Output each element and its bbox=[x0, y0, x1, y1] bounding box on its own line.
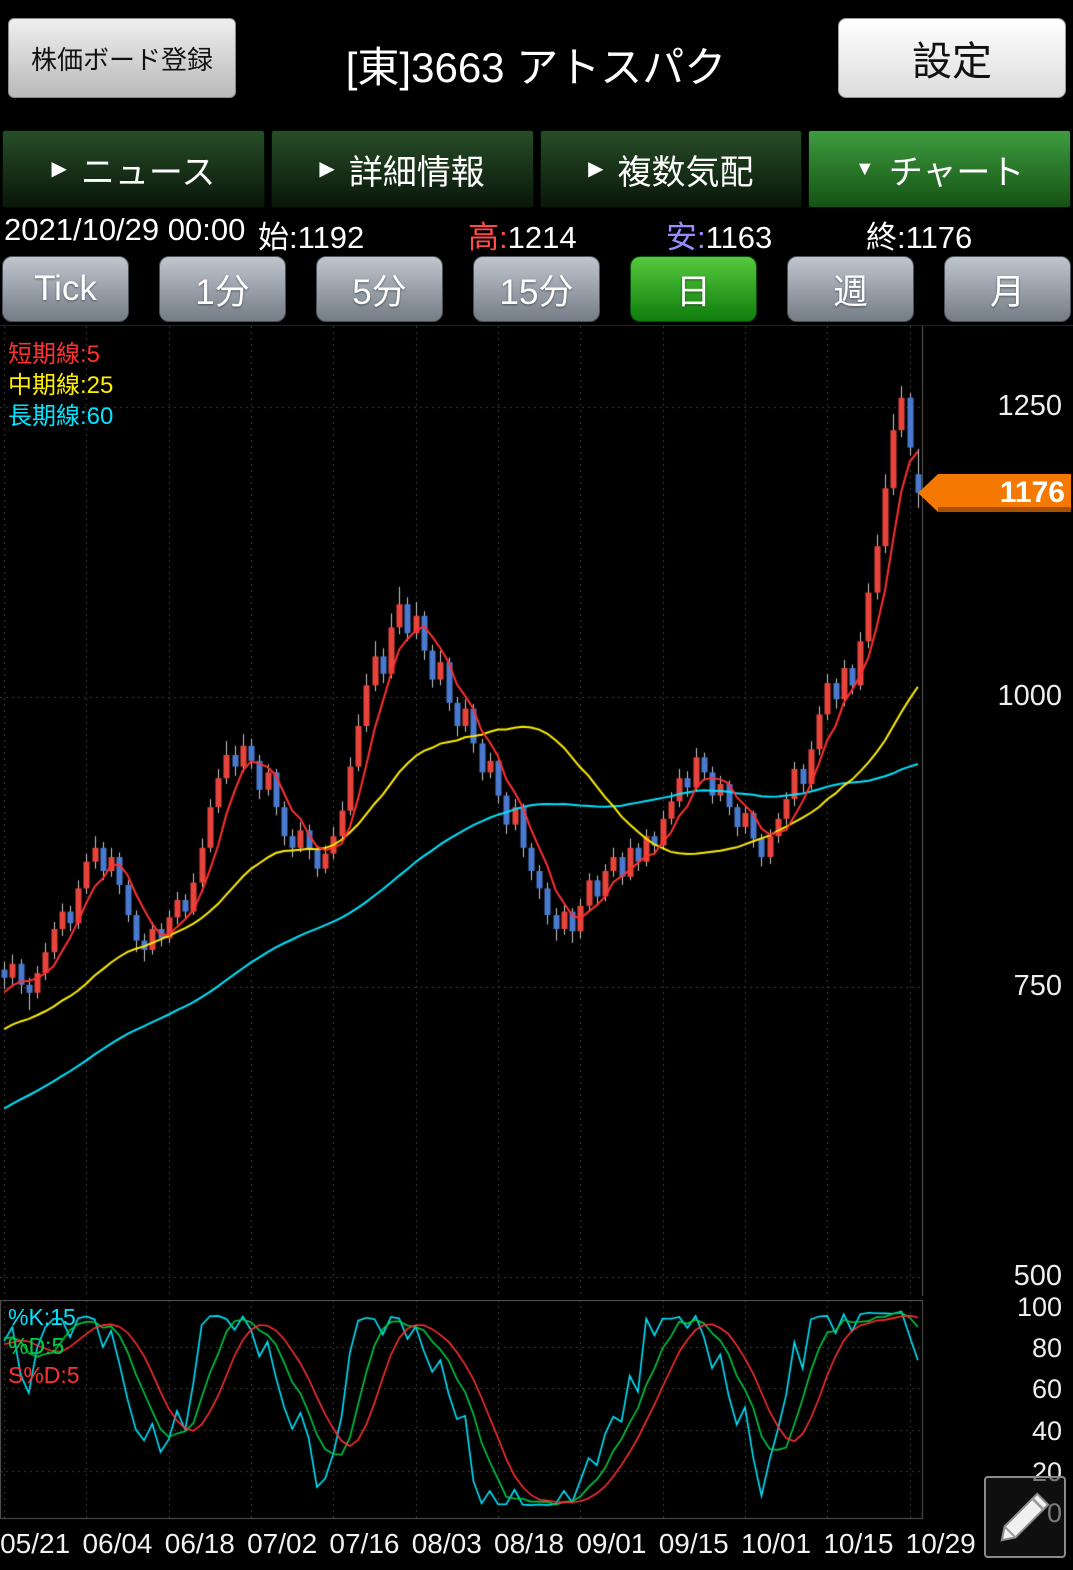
pencil-icon bbox=[1000, 1492, 1050, 1542]
low-info: 安:1163 bbox=[666, 212, 772, 257]
high-value: 1214 bbox=[507, 220, 577, 255]
stoch-axis-label: 60 bbox=[1031, 1374, 1062, 1405]
low-value: 1163 bbox=[705, 220, 773, 255]
settings-button[interactable]: 設定 bbox=[838, 18, 1066, 98]
tab-bar: ▶ ニュース ▶ 詳細情報 ▶ 複数気配 ▼ チャート bbox=[0, 130, 1073, 208]
tab-quotes[interactable]: ▶ 複数気配 bbox=[539, 130, 803, 208]
price-axis-label: 750 bbox=[1013, 970, 1062, 1002]
main-chart-panel: 短期線:5 中期線:25 長期線:60 1250 1000 750 500 1176 bbox=[0, 325, 1073, 1296]
ma-legend-item: 長期線:60 bbox=[8, 403, 114, 430]
close-value: 1176 bbox=[905, 220, 973, 255]
date-axis-label: 09/01 bbox=[576, 1528, 647, 1559]
tab-news[interactable]: ▶ ニュース bbox=[2, 130, 265, 208]
timeframe-button-day[interactable]: 日 bbox=[630, 256, 757, 322]
price-tag-arrow-icon bbox=[918, 473, 938, 512]
tab-label: 複数気配 bbox=[617, 153, 754, 192]
tab-chart[interactable]: ▼ チャート bbox=[808, 130, 1071, 208]
tab-label: 詳細情報 bbox=[348, 153, 485, 192]
open-value: 1192 bbox=[297, 220, 365, 255]
date-axis-label: 06/04 bbox=[82, 1528, 153, 1559]
stoch-axis-label: 40 bbox=[1031, 1415, 1062, 1446]
timeframe-button-week[interactable]: 週 bbox=[787, 256, 914, 322]
price-tag-value: 1176 bbox=[938, 473, 1071, 512]
date-axis-label: 06/18 bbox=[164, 1528, 235, 1559]
date-axis: 05/21 06/04 06/18 07/02 07/16 08/03 08/18 09/01… bbox=[0, 1528, 1073, 1568]
header-bar: 株価ボード登録 [東]3663 アトスパク 設定 bbox=[0, 0, 1073, 126]
date-axis-label: 07/16 bbox=[329, 1528, 400, 1559]
triangle-right-icon: ▶ bbox=[51, 158, 67, 180]
draw-tool-button[interactable] bbox=[984, 1476, 1066, 1558]
date-axis-label: 07/02 bbox=[247, 1528, 318, 1559]
timeframe-button-5min[interactable]: 5分 bbox=[316, 256, 443, 322]
last-price-tag: 1176 bbox=[918, 473, 1071, 512]
ohlc-info-bar: 2021/10/29 00:00 始:1192 高:1214 安:1163 終:… bbox=[0, 212, 1073, 256]
timeframe-button-15min[interactable]: 15分 bbox=[473, 256, 600, 322]
triangle-right-icon: ▶ bbox=[588, 158, 604, 180]
tab-label: ニュース bbox=[80, 153, 216, 192]
timeframe-button-tick[interactable]: Tick bbox=[2, 256, 129, 322]
timeframe-button-1min[interactable]: 1分 bbox=[159, 256, 286, 322]
triangle-down-icon: ▼ bbox=[854, 158, 875, 180]
high-info: 高:1214 bbox=[468, 212, 577, 257]
date-axis-label: 10/01 bbox=[741, 1528, 812, 1559]
tab-label: チャート bbox=[888, 153, 1025, 192]
chart-datetime: 2021/10/29 00:00 bbox=[4, 212, 246, 247]
page-title: [東]3663 アトスパク bbox=[345, 44, 727, 91]
close-info: 終:1176 bbox=[866, 212, 972, 257]
price-axis-label: 500 bbox=[1013, 1260, 1062, 1292]
timeframe-bar: Tick 1分 5分 15分日週月 bbox=[0, 256, 1073, 322]
stoch-legend-item: %K:15 bbox=[8, 1304, 76, 1330]
high-label: 高: bbox=[468, 220, 508, 255]
date-axis-label: 08/18 bbox=[494, 1528, 565, 1559]
stochastic-chart-canvas[interactable] bbox=[0, 1300, 1073, 1520]
tab-detail[interactable]: ▶ 詳細情報 bbox=[270, 130, 534, 208]
ma-legend-item: 中期線:25 bbox=[8, 372, 114, 399]
date-axis-label: 09/15 bbox=[658, 1528, 729, 1559]
open-info: 始:1192 bbox=[258, 212, 364, 257]
date-axis-label: 05/21 bbox=[0, 1528, 71, 1559]
triangle-right-icon: ▶ bbox=[319, 158, 335, 180]
stoch-axis-label: 100 bbox=[1016, 1292, 1062, 1322]
candlestick-chart-canvas[interactable] bbox=[0, 326, 1073, 1296]
stoch-axis-label: 80 bbox=[1031, 1333, 1062, 1364]
price-axis-label: 1000 bbox=[997, 680, 1062, 712]
low-label: 安: bbox=[666, 220, 706, 255]
stoch-legend-item: S%D:5 bbox=[8, 1362, 80, 1388]
date-axis-label: 10/29 bbox=[905, 1528, 976, 1559]
board-register-button[interactable]: 株価ボード登録 bbox=[8, 18, 236, 98]
ma-legend-item: 短期線:5 bbox=[8, 341, 101, 368]
price-axis-label: 1250 bbox=[997, 390, 1062, 422]
stoch-legend-item: %D:5 bbox=[8, 1333, 65, 1359]
date-axis-label: 08/03 bbox=[411, 1528, 482, 1559]
date-axis-label: 10/15 bbox=[823, 1528, 894, 1559]
close-label: 終: bbox=[866, 220, 906, 255]
timeframe-button-month[interactable]: 月 bbox=[944, 256, 1071, 322]
open-label: 始: bbox=[258, 220, 298, 255]
